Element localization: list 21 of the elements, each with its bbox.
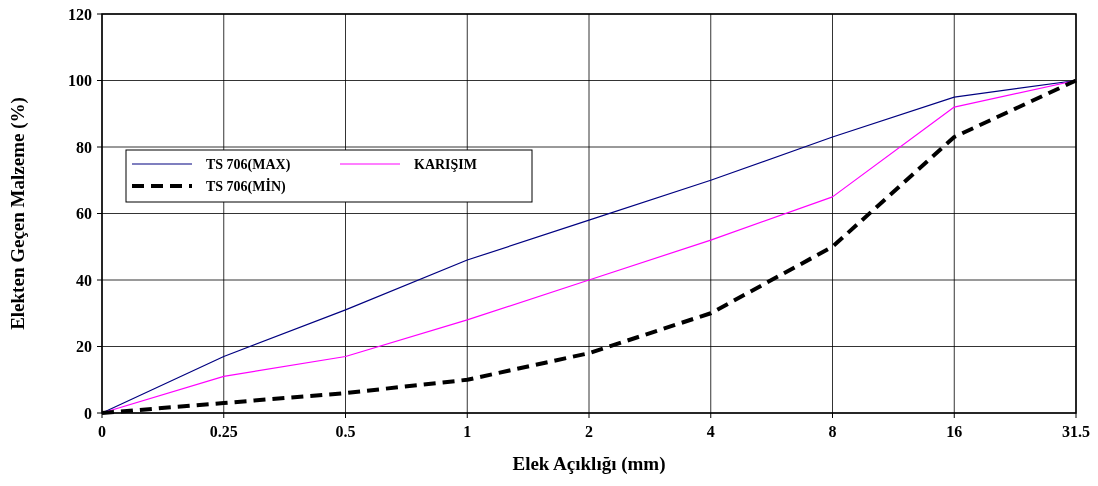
y-tick-label: 120 (68, 5, 92, 23)
y-axis-title: Elekten Geçen Malzeme (%) (7, 97, 29, 330)
x-tick-label: 0.5 (335, 423, 356, 440)
x-tick-label: 1 (463, 423, 472, 440)
x-tick-label: 0 (98, 423, 106, 440)
legend-label: TS 706(MAX) (206, 156, 291, 173)
y-tick-label: 60 (76, 205, 92, 223)
y-tick-label: 20 (76, 338, 92, 356)
legend-label: TS 706(MİN) (206, 177, 287, 195)
legend-label: KARIŞIM (414, 156, 478, 172)
x-tick-label: 8 (828, 423, 837, 440)
x-tick-label: 31.5 (1062, 423, 1090, 440)
x-axis-title: Elek Açıklığı (mm) (512, 453, 666, 475)
y-tick-label: 80 (76, 138, 92, 156)
x-tick-label: 0.25 (209, 423, 238, 440)
y-tick-label: 0 (84, 404, 92, 422)
x-tick-label: 4 (706, 423, 715, 440)
x-tick-label: 16 (946, 423, 963, 440)
y-tick-label: 40 (76, 271, 92, 289)
x-tick-label: 2 (585, 423, 593, 440)
y-tick-label: 100 (68, 72, 92, 90)
